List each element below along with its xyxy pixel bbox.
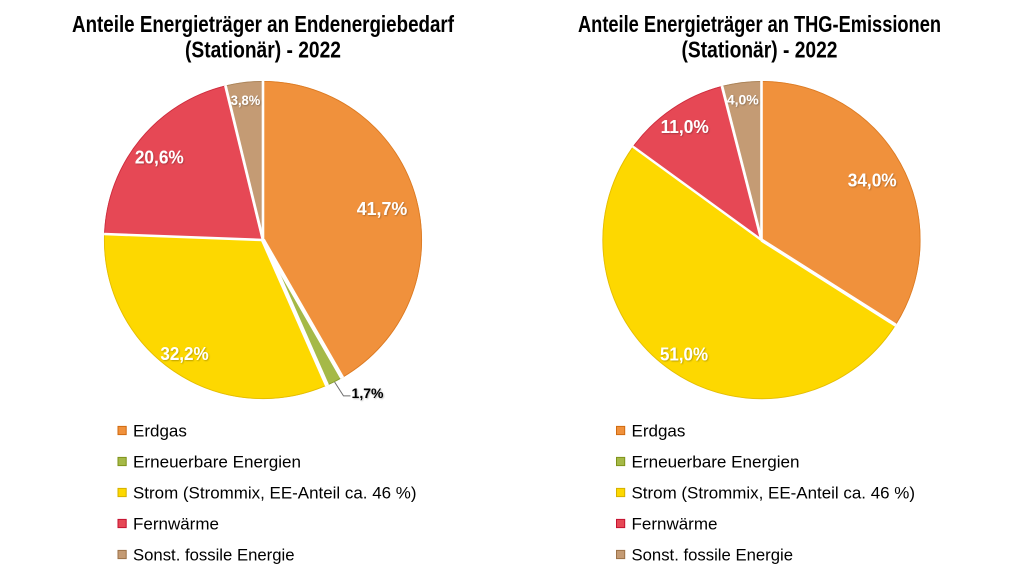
- svg-text:Fernwärme: Fernwärme: [133, 515, 219, 534]
- svg-text:Erneuerbare Energien: Erneuerbare Energien: [632, 453, 800, 472]
- svg-text:41,7%: 41,7%: [357, 199, 408, 219]
- svg-text:Sonst. fossile Energie: Sonst. fossile Energie: [133, 546, 295, 565]
- svg-text:51,0%: 51,0%: [660, 344, 708, 364]
- svg-text:Sonst. fossile Energie: Sonst. fossile Energie: [632, 546, 794, 565]
- svg-text:Fernwärme: Fernwärme: [632, 515, 718, 534]
- svg-text:20,6%: 20,6%: [135, 147, 184, 167]
- svg-text:Erdgas: Erdgas: [632, 422, 686, 441]
- svg-text:Strom (Strommix, EE-Anteil ca.: Strom (Strommix, EE-Anteil ca. 46 %): [133, 484, 417, 503]
- svg-text:Anteile Energieträger an THG-E: Anteile Energieträger an THG-Emissionen: [578, 11, 941, 37]
- svg-text:(Stationär) - 2022: (Stationär) - 2022: [185, 37, 341, 63]
- svg-text:Erneuerbare Energien: Erneuerbare Energien: [133, 453, 301, 472]
- svg-text:11,0%: 11,0%: [661, 117, 709, 137]
- svg-text:Strom (Strommix, EE-Anteil ca.: Strom (Strommix, EE-Anteil ca. 46 %): [632, 484, 916, 503]
- svg-text:3,8%: 3,8%: [231, 92, 261, 108]
- svg-text:(Stationär) - 2022: (Stationär) - 2022: [682, 37, 838, 63]
- svg-text:Anteile Energieträger an Enden: Anteile Energieträger an Endenergiebedar…: [72, 11, 454, 37]
- svg-text:4,0%: 4,0%: [727, 91, 759, 107]
- svg-text:1,7%: 1,7%: [352, 385, 384, 401]
- svg-text:Erdgas: Erdgas: [133, 422, 187, 441]
- svg-text:32,2%: 32,2%: [160, 344, 208, 364]
- svg-text:34,0%: 34,0%: [848, 171, 897, 191]
